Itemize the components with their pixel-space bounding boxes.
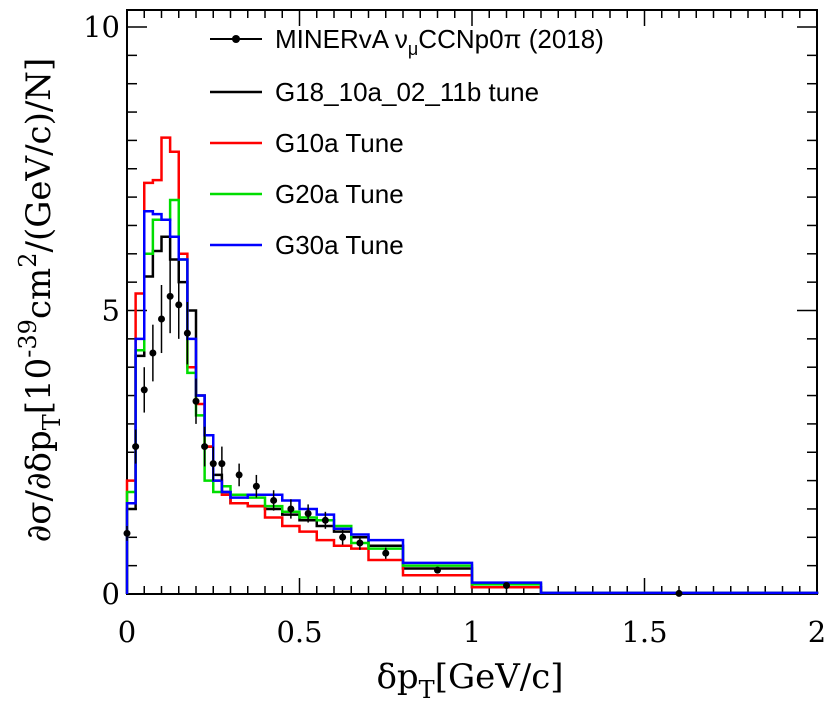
data-points-layer — [123, 259, 683, 597]
data-point — [503, 581, 510, 589]
data-point — [382, 549, 390, 557]
series-2-histogram — [125, 198, 819, 595]
tick-labels: 0 0.5 1 1.5 2 0 5 10 — [83, 10, 826, 649]
series-1-histogram — [125, 136, 819, 595]
y-tick-label: 0 — [102, 577, 120, 611]
legend-label-3: G20a Tune — [275, 179, 404, 209]
x-tick-label: 1 — [463, 615, 481, 649]
histogram-series-layer — [125, 136, 819, 595]
data-point — [158, 315, 165, 323]
x-tick-label: 1.5 — [621, 615, 667, 649]
y-axis-title: ∂σ/∂δpT[10-39cm2/(GeV/c)/N] — [14, 58, 66, 543]
legend-label-2: G10a Tune — [275, 128, 404, 158]
series-3-histogram — [125, 210, 819, 595]
data-point — [675, 589, 683, 597]
x-tick-label: 0.5 — [276, 615, 322, 649]
legend-marker-data-point — [232, 35, 240, 43]
legend: MINERvA νμCCNp0π (2018) G18_10a_02_11b tu… — [210, 24, 604, 260]
data-point — [218, 460, 226, 468]
data-point — [132, 443, 140, 451]
legend-label-data: MINERvA νμCCNp0π (2018) — [275, 24, 604, 59]
y-tick-label: 5 — [102, 294, 120, 328]
data-point — [270, 496, 278, 504]
data-point — [149, 349, 157, 357]
y-tick-label: 10 — [83, 10, 120, 44]
data-point — [304, 509, 312, 517]
data-point — [166, 292, 174, 300]
legend-label-1: G18_10a_02_11b tune — [275, 77, 539, 107]
data-point — [434, 566, 441, 574]
data-point — [235, 471, 243, 479]
data-point — [123, 529, 131, 537]
data-point — [339, 533, 347, 541]
series-0-histogram — [125, 235, 819, 595]
data-point — [252, 482, 260, 490]
x-axis-title: δpT[GeV/c] — [376, 657, 563, 704]
data-point — [209, 460, 217, 468]
data-point — [183, 329, 191, 337]
data-point — [192, 397, 200, 405]
data-point — [175, 301, 183, 309]
legend-label-4: G30a Tune — [275, 230, 404, 260]
x-tick-label: 0 — [118, 615, 136, 649]
data-point — [287, 505, 295, 513]
data-point — [201, 443, 209, 451]
data-point — [321, 516, 329, 524]
data-point — [356, 539, 364, 547]
data-point — [140, 386, 148, 394]
x-tick-label: 2 — [808, 615, 826, 649]
